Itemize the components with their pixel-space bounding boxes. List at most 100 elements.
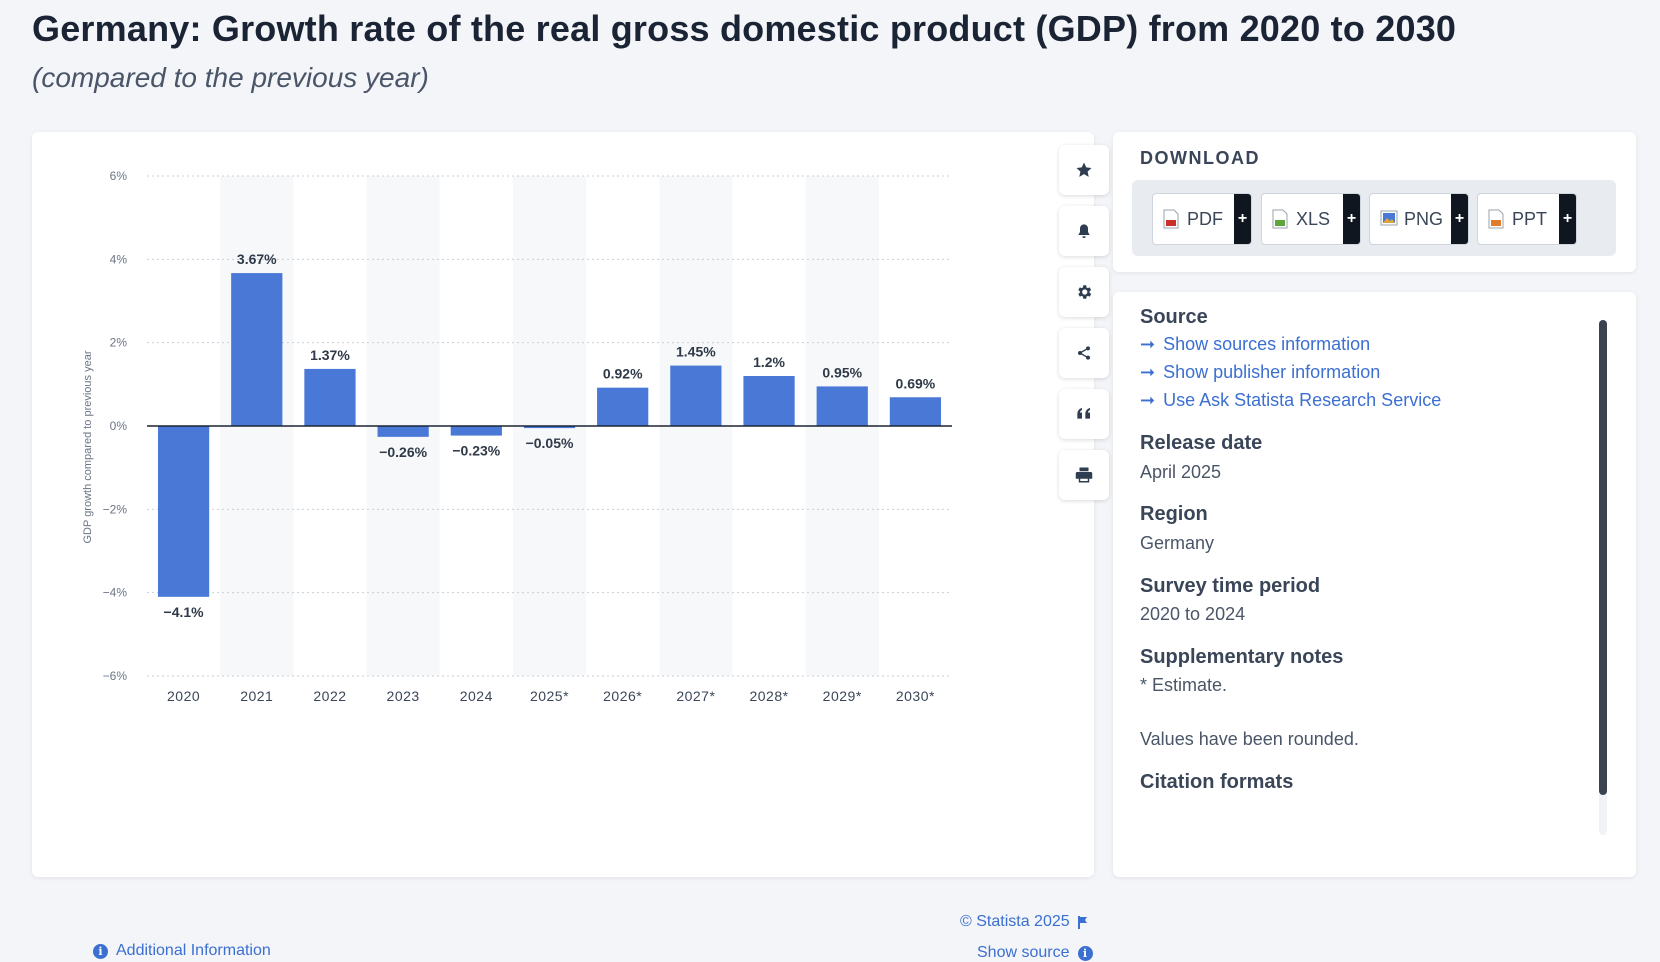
show-publisher-text: Show publisher information: [1163, 362, 1381, 382]
data-label: −4.1%: [164, 604, 205, 620]
download-xls-button[interactable]: XLS +: [1261, 193, 1361, 245]
download-buttons: PDF + XLS + PNG + PPT +: [1132, 180, 1616, 256]
bell-icon: [1078, 224, 1090, 238]
show-publisher-link[interactable]: ➞ Show publisher information: [1140, 362, 1380, 383]
data-label: 1.2%: [753, 354, 785, 370]
download-png-button[interactable]: PNG +: [1369, 193, 1469, 245]
additional-information-text: Additional Information: [116, 942, 271, 959]
data-label: 0.69%: [896, 375, 936, 391]
bar-2029-estimate[interactable]: [816, 386, 868, 426]
data-label: 0.95%: [822, 364, 862, 380]
source-heading: Source: [1140, 306, 1208, 328]
download-ppt-label: PPT: [1512, 208, 1548, 229]
bar-2028-estimate[interactable]: [743, 376, 795, 426]
show-sources-link[interactable]: ➞ Show sources information: [1140, 334, 1370, 355]
supplementary-note-estimate: * Estimate.: [1140, 675, 1228, 695]
arrow-right-icon: ➞: [1140, 362, 1156, 382]
data-label: 0.92%: [603, 366, 643, 382]
citation-formats-heading: Citation formats: [1140, 771, 1294, 793]
favorite-button[interactable]: [1059, 145, 1109, 195]
copyright-notice[interactable]: © Statista 2025: [960, 913, 1088, 931]
x-tick-label: 2025*: [530, 688, 569, 704]
y-tick-label: 2%: [110, 336, 128, 350]
bar-2021[interactable]: [231, 273, 283, 426]
arrow-right-icon: ➞: [1140, 390, 1156, 410]
x-tick-label: 2029*: [823, 688, 862, 704]
page-title: Germany: Growth rate of the real gross d…: [32, 8, 1457, 49]
copyright-text: © Statista 2025: [960, 913, 1070, 930]
data-label: −0.05%: [526, 435, 574, 451]
region-heading: Region: [1140, 503, 1208, 525]
ask-statista-text: Use Ask Statista Research Service: [1163, 390, 1442, 410]
quote-icon: [1077, 408, 1090, 419]
y-tick-label: 6%: [110, 169, 128, 183]
chart-card: 6% 4% 2% 0% −2% −4% −6% −4.1% 3.67% 1.37% −0.26% −…: [32, 132, 1109, 961]
plus-icon: +: [1559, 194, 1576, 244]
show-source-link[interactable]: Show source i: [977, 944, 1093, 962]
xls-file-icon: [1272, 209, 1288, 229]
data-label: 1.37%: [310, 347, 350, 363]
download-panel: DOWNLOAD PDF + XLS + PNG + P: [1113, 132, 1636, 272]
show-sources-text: Show sources information: [1163, 334, 1371, 354]
region-value: Germany: [1140, 533, 1215, 553]
x-tick-label: 2026*: [603, 688, 642, 704]
show-source-text: Show source: [977, 944, 1070, 961]
bar-2030-estimate[interactable]: [889, 397, 942, 426]
release-date-heading: Release date: [1140, 432, 1263, 454]
x-tick-label: 2027*: [676, 688, 715, 704]
y-tick-label: −2%: [103, 502, 128, 516]
x-tick-label: 2020: [167, 688, 200, 704]
survey-period-value: 2020 to 2024: [1140, 604, 1246, 624]
cite-button[interactable]: [1059, 389, 1109, 439]
share-button[interactable]: [1059, 328, 1109, 378]
x-tick-label: 2022: [313, 688, 346, 704]
data-label: 1.45%: [676, 344, 716, 360]
survey-period-heading: Survey time period: [1140, 575, 1321, 597]
png-file-icon: [1380, 209, 1398, 229]
download-heading: DOWNLOAD: [1140, 148, 1260, 168]
download-xls-label: XLS: [1296, 208, 1331, 229]
settings-button[interactable]: [1059, 267, 1109, 317]
y-tick-label: −6%: [103, 669, 128, 683]
info-icon: i: [93, 943, 108, 959]
release-date-value: April 2025: [1140, 462, 1222, 482]
page-subtitle: (compared to the previous year): [32, 62, 429, 93]
data-label: −0.23%: [452, 443, 500, 459]
data-label: 3.67%: [237, 251, 277, 267]
ppt-file-icon: [1488, 209, 1504, 229]
y-axis-label: GDP growth compared to previous year: [82, 350, 94, 543]
data-label: −0.26%: [379, 444, 427, 460]
scrollbar[interactable]: [1599, 320, 1607, 835]
bar-2020[interactable]: [157, 426, 210, 597]
notification-button[interactable]: [1059, 206, 1109, 256]
bar-2022[interactable]: [304, 368, 356, 426]
plus-icon: +: [1343, 194, 1360, 244]
bar-2026-estimate[interactable]: [597, 387, 649, 426]
supplementary-note-rounded: Values have been rounded.: [1140, 729, 1359, 749]
ask-statista-link[interactable]: ➞ Use Ask Statista Research Service: [1140, 390, 1441, 411]
plus-icon: +: [1451, 194, 1468, 244]
bar-2024[interactable]: [450, 426, 502, 436]
print-button[interactable]: [1059, 450, 1109, 500]
supplementary-notes-heading: Supplementary notes: [1140, 646, 1344, 668]
arrow-right-icon: ➞: [1140, 334, 1156, 354]
bar-2027-estimate[interactable]: [670, 365, 722, 426]
y-tick-label: 0%: [110, 419, 128, 433]
y-tick-label: −4%: [103, 586, 128, 600]
download-png-label: PNG: [1404, 208, 1444, 229]
bar-2025-estimate[interactable]: [523, 426, 576, 429]
statistic-details-panel: Source ➞ Show sources information ➞ Show…: [1113, 292, 1636, 877]
bar-2023[interactable]: [377, 426, 429, 437]
star-icon: [1076, 162, 1092, 177]
download-ppt-button[interactable]: PPT +: [1477, 193, 1577, 245]
x-tick-label: 2024: [460, 688, 493, 704]
info-icon: i: [1077, 945, 1093, 961]
download-pdf-label: PDF: [1187, 208, 1223, 229]
print-icon: [1075, 467, 1093, 483]
x-tick-label: 2028*: [749, 688, 788, 704]
scrollbar-thumb[interactable]: [1599, 320, 1607, 795]
additional-information-link[interactable]: i Additional Information: [93, 942, 271, 960]
x-tick-label: 2030*: [896, 688, 935, 704]
download-pdf-button[interactable]: PDF +: [1152, 193, 1252, 245]
x-tick-label: 2023: [387, 688, 420, 704]
